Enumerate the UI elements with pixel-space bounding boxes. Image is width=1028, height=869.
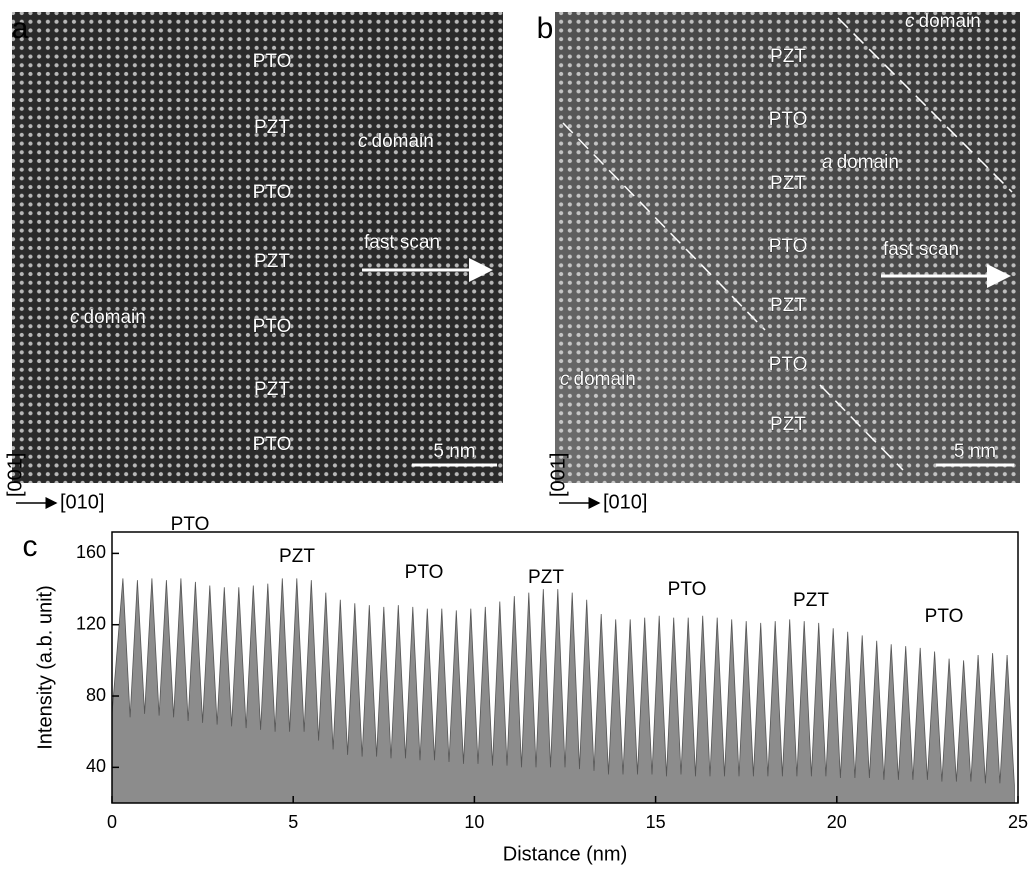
- domain-word: domain: [919, 11, 981, 32]
- domain-italic: c: [560, 369, 570, 390]
- y-tick-label: 40: [86, 756, 106, 776]
- axis-vertical: [001]: [547, 453, 569, 497]
- domain-label: c domain: [70, 307, 146, 328]
- layer-annotation: PZT: [528, 567, 564, 588]
- domain-italic: c: [905, 11, 915, 32]
- layer-annotation: PTO: [668, 579, 707, 600]
- x-axis-label: Distance (nm): [503, 843, 627, 865]
- x-tick-label: 15: [646, 812, 666, 832]
- layer-label: PZT: [254, 251, 290, 272]
- x-tick-label: 5: [288, 812, 298, 832]
- scale-label: 5 nm: [433, 441, 475, 462]
- layer-label: PZT: [770, 173, 806, 194]
- axis-horizontal: [010]: [60, 491, 104, 513]
- layer-annotation: PZT: [793, 590, 829, 611]
- layer-label: PZT: [770, 46, 806, 67]
- axis-horizontal: [010]: [603, 491, 647, 513]
- x-tick-label: 0: [107, 812, 117, 832]
- layer-label: PZT: [254, 379, 290, 400]
- y-tick-label: 160: [76, 542, 106, 562]
- layer-label: PZT: [770, 295, 806, 316]
- intensity-area: [111, 578, 1015, 804]
- scan-label: fast scan: [883, 239, 959, 260]
- panel-label: c: [23, 530, 38, 563]
- domain-label: c domain: [358, 131, 434, 152]
- y-axis-label: Intensity (a.b. unit): [34, 585, 56, 750]
- layer-label: PTO: [769, 109, 808, 130]
- layer-label: PTO: [253, 434, 292, 455]
- layer-annotation: PZT: [279, 546, 315, 567]
- domain-wall: [819, 384, 904, 471]
- domain-label: c domain: [560, 369, 636, 390]
- scan-label: fast scan: [364, 232, 440, 253]
- domain-wall: [562, 122, 766, 331]
- layer-label: PTO: [253, 316, 292, 337]
- layer-label: PZT: [770, 414, 806, 435]
- domain-label: c domain: [905, 11, 981, 32]
- domain-word: domain: [574, 369, 636, 390]
- lattice-a: [12, 12, 503, 483]
- layer-label: PTO: [253, 182, 292, 203]
- x-tick-label: 20: [827, 812, 847, 832]
- layer-annotation: PTO: [925, 606, 964, 627]
- domain-wall: [837, 17, 1013, 193]
- layer-annotation: PTO: [171, 514, 210, 535]
- y-tick-label: 120: [76, 613, 106, 633]
- layer-label: PTO: [769, 354, 808, 375]
- plot-frame: [111, 531, 1019, 804]
- panel-label: b: [537, 12, 554, 45]
- x-tick-label: 25: [1008, 812, 1028, 832]
- axis-vertical: [001]: [4, 453, 26, 497]
- layer-label: PZT: [254, 117, 290, 138]
- layer-label: PTO: [253, 51, 292, 72]
- domain-word: domain: [372, 131, 434, 152]
- layer-annotation: PTO: [405, 562, 444, 583]
- domain-word: domain: [837, 152, 899, 173]
- lattice-b: [555, 12, 1020, 483]
- domain-label: a domain: [822, 152, 899, 173]
- domain-italic: c: [70, 307, 80, 328]
- layer-label: PTO: [769, 236, 808, 257]
- domain-italic: a: [822, 152, 833, 173]
- domain-italic: c: [358, 131, 368, 152]
- scale-label: 5 nm: [954, 441, 996, 462]
- domain-word: domain: [84, 307, 146, 328]
- panel-label: a: [12, 12, 29, 45]
- y-tick-label: 80: [86, 685, 106, 705]
- x-tick-label: 10: [464, 812, 484, 832]
